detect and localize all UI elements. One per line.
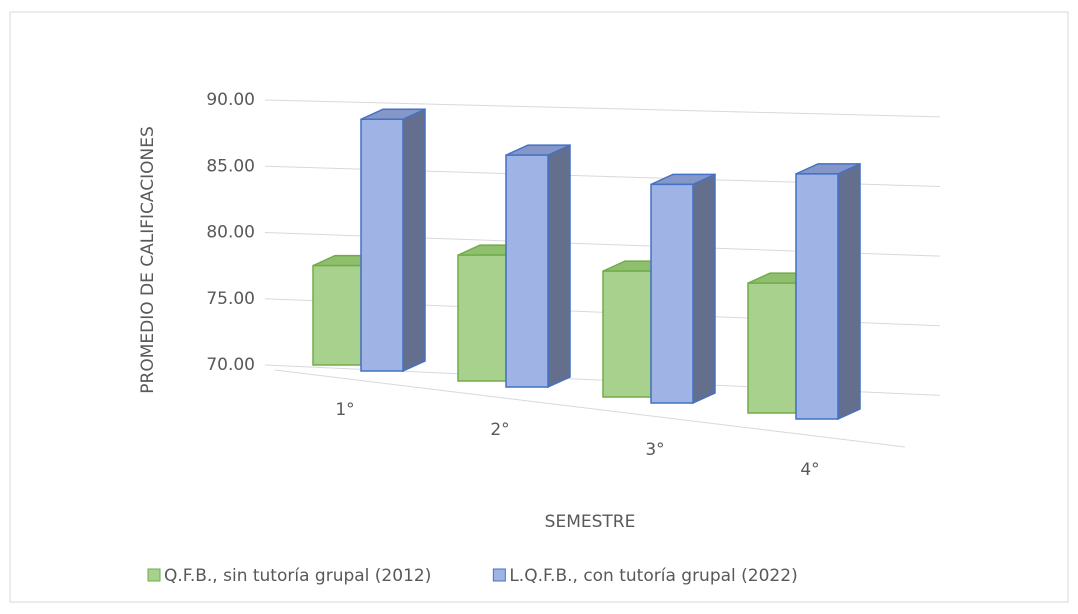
bar <box>360 108 426 373</box>
bar-front <box>457 254 507 382</box>
grid-line <box>264 99 941 118</box>
x-axis-title: SEMESTRE <box>545 512 636 532</box>
bar-side <box>547 143 571 389</box>
y-tick-label: 75.00 <box>206 289 255 309</box>
bar <box>795 162 861 421</box>
bar-side <box>837 162 861 421</box>
y-tick-label: 90.00 <box>206 90 255 110</box>
bar <box>505 143 571 389</box>
y-tick-label: 70.00 <box>206 355 255 375</box>
floor-edge <box>274 369 906 448</box>
legend-label: L.Q.F.B., con tutoría grupal (2022) <box>509 566 797 586</box>
bar-front <box>360 118 404 372</box>
bar-side <box>402 108 426 373</box>
bar-front <box>505 154 549 388</box>
y-axis-title: PROMEDIO DE CALIFICACIONES <box>138 126 158 393</box>
bar <box>650 173 716 405</box>
bar-front <box>650 183 694 404</box>
legend-label: Q.F.B., sin tutoría grupal (2012) <box>164 566 431 586</box>
bar-front <box>602 270 652 398</box>
x-tick-label: 4° <box>800 460 819 480</box>
bar-front <box>312 264 362 366</box>
legend-swatch <box>492 568 506 582</box>
legend-swatch <box>147 568 161 582</box>
x-tick-label: 1° <box>335 400 354 420</box>
y-tick-label: 85.00 <box>206 156 255 176</box>
bar-front <box>747 282 797 414</box>
x-tick-label: 3° <box>645 440 664 460</box>
x-tick-label: 2° <box>490 420 509 440</box>
bar-side <box>692 173 716 405</box>
y-tick-label: 80.00 <box>206 223 255 243</box>
bar-front <box>795 173 839 420</box>
